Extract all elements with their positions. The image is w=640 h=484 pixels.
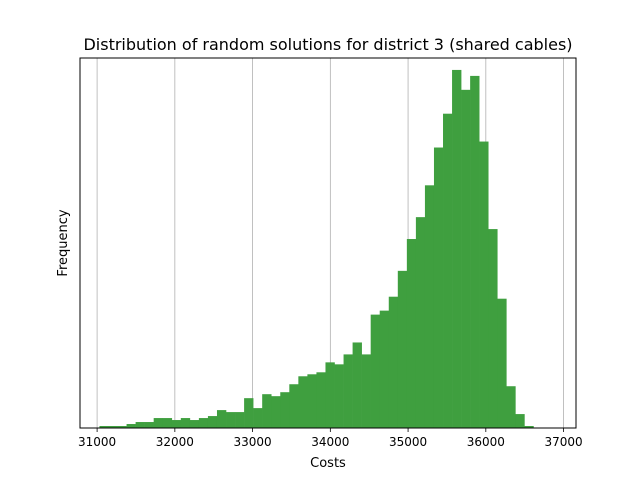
histogram-bar-30 (370, 314, 381, 428)
x-tick-label-33000: 33000 (233, 435, 271, 449)
x-tick-label-36000: 36000 (467, 435, 505, 449)
histogram-bar-8 (171, 420, 182, 428)
histogram-bar-29 (361, 354, 371, 428)
plot-frame (79, 57, 577, 429)
histogram-bar-36 (424, 185, 435, 428)
histogram-bar-5 (144, 422, 154, 428)
chart-title: Distribution of random solutions for dis… (83, 35, 572, 54)
histogram-bar-10 (189, 420, 200, 428)
x-tick-label-37000: 37000 (544, 435, 582, 449)
histogram-bar-25 (325, 362, 335, 428)
histogram-bar-3 (126, 424, 136, 428)
histogram-bar-23 (307, 374, 317, 428)
x-tick-label-32000: 32000 (156, 435, 194, 449)
histogram-bar-43 (488, 229, 498, 428)
histogram-bar-4 (135, 422, 145, 428)
histogram-bar-41 (470, 75, 480, 428)
x-tick-label-31000: 31000 (78, 435, 116, 449)
histogram-bar-45 (506, 386, 516, 428)
x-axis-ticks: 31000 32000 33000 34000 35000 36000 37000 (78, 428, 583, 449)
histogram-bar-16 (244, 398, 254, 428)
histogram-bar-33 (397, 270, 408, 428)
histogram-bar-24 (316, 372, 326, 428)
histogram-bar-12 (207, 416, 218, 428)
histogram-bar-18 (262, 394, 272, 428)
histogram-bar-40 (461, 89, 471, 429)
histogram-bar-28 (352, 342, 362, 428)
histogram-bar-13 (216, 410, 227, 428)
histogram-bar-32 (388, 296, 399, 428)
x-tick-label-34000: 34000 (311, 435, 349, 449)
histogram-bar-20 (280, 392, 290, 428)
histogram-bar-31 (379, 310, 390, 428)
histogram-bar-15 (235, 412, 245, 428)
histogram-bars (99, 69, 534, 429)
histogram-bar-1 (108, 426, 118, 428)
x-tick-label-35000: 35000 (389, 435, 427, 449)
histogram-bar-37 (433, 147, 444, 429)
histogram-bar-14 (226, 412, 236, 428)
histogram-bar-17 (253, 408, 263, 428)
histogram-bar-9 (180, 418, 191, 428)
histogram-bar-38 (443, 113, 453, 429)
histogram-bar-2 (117, 426, 127, 428)
histogram-bar-47 (524, 426, 534, 428)
x-axis-label: Costs (310, 456, 346, 471)
histogram-bar-22 (298, 376, 308, 428)
histogram-bar-27 (343, 354, 353, 428)
histogram-bar-44 (497, 298, 507, 428)
histogram-bar-0 (99, 426, 109, 428)
histogram-bar-35 (415, 217, 426, 428)
y-axis-label: Frequency (56, 209, 71, 276)
histogram-bar-26 (334, 364, 344, 428)
histogram-bar-21 (289, 384, 299, 428)
histogram-bar-46 (515, 414, 525, 428)
histogram-bar-6 (153, 418, 164, 428)
histogram-bar-19 (271, 396, 281, 428)
histogram-bar-7 (162, 418, 173, 428)
histogram-bar-34 (406, 239, 417, 428)
histogram-bar-42 (479, 141, 489, 428)
histogram-bar-11 (198, 418, 209, 428)
histogram-bar-39 (452, 69, 462, 428)
